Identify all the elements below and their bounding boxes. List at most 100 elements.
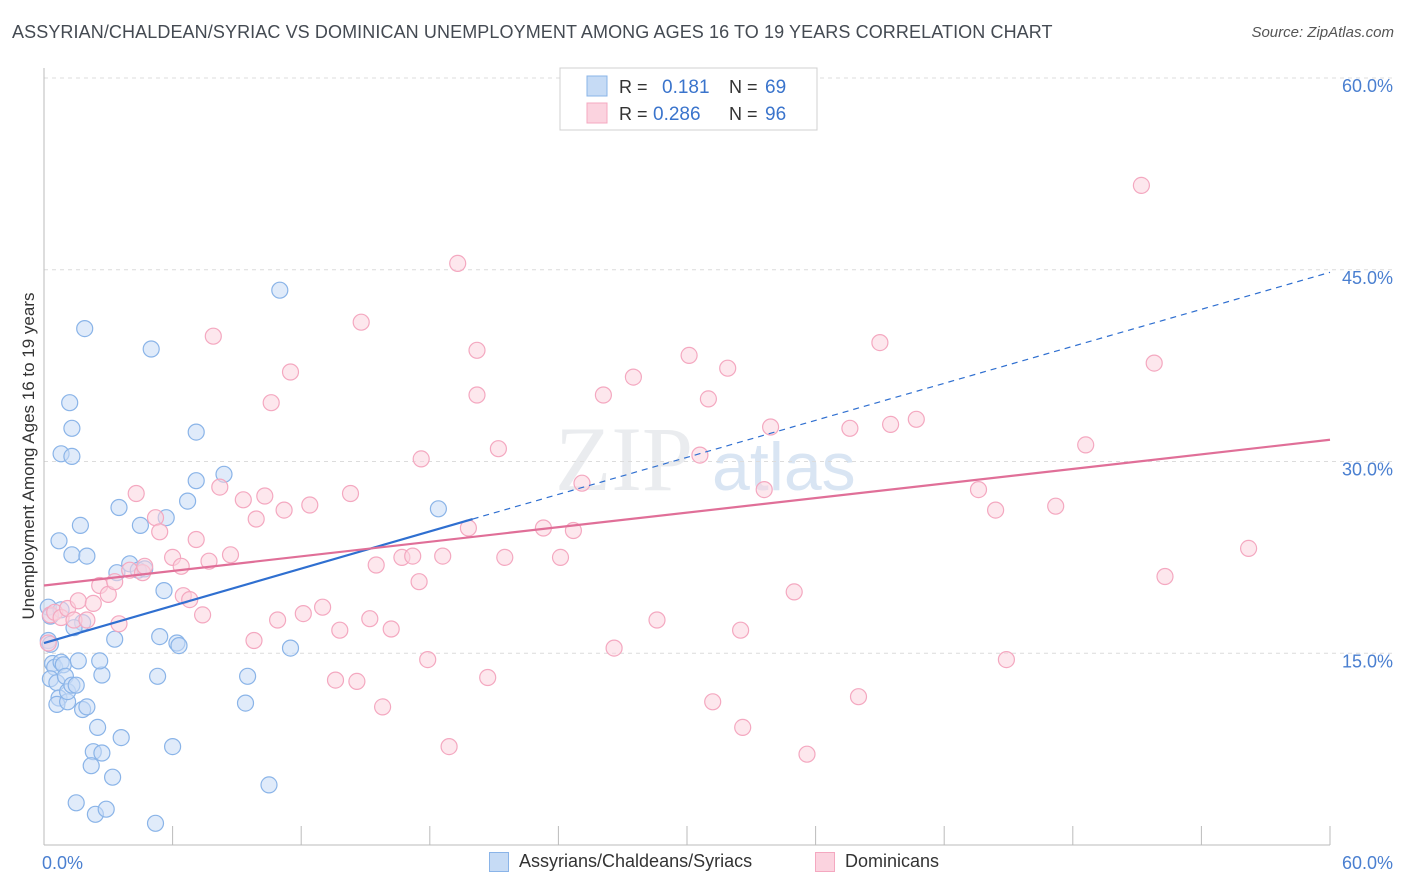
data-point: [151, 627, 169, 646]
data-point: [127, 484, 145, 503]
data-point: [149, 667, 167, 685]
trend-line-dominicans: [43, 438, 1331, 587]
data-point: [785, 583, 803, 601]
source-label: Source: ZipAtlas.com: [1251, 24, 1394, 41]
data-point: [489, 440, 507, 458]
legend-n-value-1: 69: [765, 77, 786, 98]
data-point: [236, 694, 255, 712]
bottom-legend-label-dominicans: Dominicans: [845, 851, 940, 871]
bottom-legend-item-dominicans: Dominicans: [815, 851, 939, 872]
legend-r-label-1: R =: [619, 77, 648, 97]
data-point: [88, 718, 107, 737]
trend-lines: [43, 271, 1331, 645]
data-point: [187, 423, 205, 441]
trend-line-assyrians-extension: [472, 271, 1331, 520]
x-min-label: 0.0%: [42, 853, 83, 873]
data-point: [187, 472, 205, 490]
data-point: [245, 631, 263, 650]
legend-n-label-1: N =: [729, 77, 758, 97]
data-point: [155, 581, 173, 600]
watermark-zip: ZIP: [555, 408, 693, 510]
series-dominicans-points: [39, 176, 1258, 763]
data-point: [39, 634, 57, 652]
data-point: [106, 630, 124, 648]
legend-n-label-2: N =: [729, 104, 758, 124]
legend-swatch-pink: [586, 102, 608, 124]
y-tick-label: 45.0%: [1342, 268, 1393, 288]
bottom-legend-item-assyrians: Assyrians/Chaldeans/Syriacs: [489, 851, 752, 872]
data-point: [1077, 436, 1095, 454]
data-point: [969, 481, 988, 499]
data-point: [91, 652, 109, 670]
data-point: [67, 794, 85, 812]
data-point: [63, 447, 81, 465]
chart-title: ASSYRIAN/CHALDEAN/SYRIAC VS DOMINICAN UN…: [12, 22, 1053, 42]
data-point: [112, 728, 130, 747]
data-point: [429, 500, 447, 518]
data-point: [881, 415, 900, 433]
data-point: [239, 667, 257, 685]
data-point: [798, 745, 816, 763]
data-point: [63, 419, 81, 437]
y-tick-labels: 15.0% 30.0% 45.0% 60.0%: [1342, 76, 1393, 671]
data-point: [172, 557, 190, 575]
data-point: [449, 254, 467, 272]
data-point: [151, 523, 169, 541]
data-point: [331, 621, 349, 639]
data-point: [269, 611, 287, 629]
data-point: [755, 481, 773, 499]
watermark-atlas: atlas: [712, 429, 856, 505]
data-point: [234, 491, 252, 509]
data-point: [699, 390, 718, 408]
data-point: [136, 557, 154, 575]
data-point: [211, 478, 229, 496]
data-point: [1239, 539, 1258, 558]
data-point: [680, 346, 698, 364]
data-point: [69, 652, 87, 670]
bottom-legend-swatch-blue: [489, 851, 509, 872]
data-point: [341, 484, 360, 503]
data-point: [573, 474, 591, 492]
data-point: [294, 604, 312, 623]
bottom-legend: Assyrians/Chaldeans/Syriacs Dominicans: [0, 851, 1406, 879]
bottom-legend-swatch-pink: [815, 851, 835, 872]
data-point: [605, 639, 623, 657]
legend-r-label-2: R =: [619, 104, 648, 124]
data-point: [281, 639, 300, 657]
data-point: [361, 610, 379, 628]
data-point: [146, 509, 165, 527]
data-point: [551, 548, 570, 567]
grid-lines: [44, 77, 1393, 654]
legend-r-value-1: 0.181: [662, 77, 710, 98]
trend-line-assyrians: [43, 517, 473, 645]
data-point: [200, 552, 218, 570]
y-tick-label: 60.0%: [1342, 76, 1393, 96]
data-point: [1132, 176, 1151, 194]
data-point: [412, 450, 430, 468]
top-legend: R = 0.181 N = 69 R = 0.286 N = 96: [559, 67, 818, 131]
legend-swatch-blue: [586, 75, 608, 97]
data-point: [871, 334, 889, 352]
data-point: [170, 636, 188, 655]
data-point: [594, 386, 613, 404]
legend-r-value-2: 0.286: [653, 104, 701, 125]
data-point: [691, 446, 709, 464]
data-point: [67, 676, 85, 694]
data-point: [71, 516, 90, 535]
y-tick-label: 30.0%: [1342, 460, 1393, 480]
data-point: [179, 492, 197, 510]
data-point: [1156, 567, 1174, 586]
data-point: [93, 666, 111, 684]
x-max-label: 60.0%: [1342, 853, 1393, 873]
data-point: [301, 496, 319, 514]
data-point: [142, 340, 160, 358]
x-ticks: [43, 826, 1331, 845]
data-point: [348, 672, 366, 691]
data-point: [997, 650, 1016, 669]
data-point: [648, 611, 666, 629]
data-point: [271, 281, 289, 299]
data-point: [326, 671, 345, 689]
data-point: [281, 363, 300, 381]
data-point: [468, 386, 486, 404]
